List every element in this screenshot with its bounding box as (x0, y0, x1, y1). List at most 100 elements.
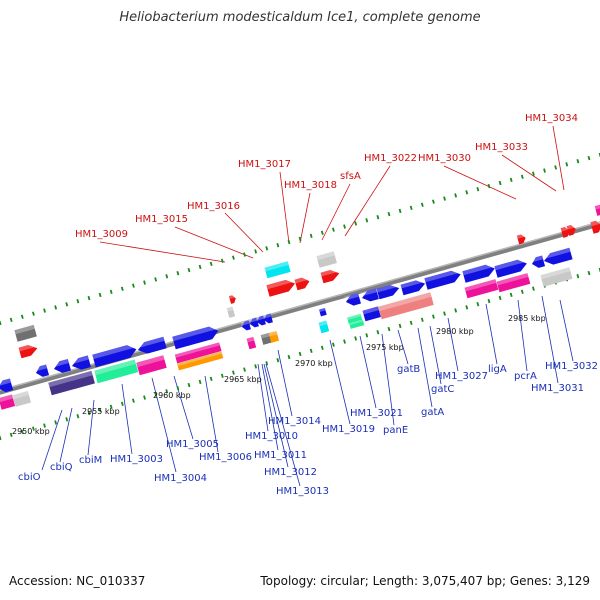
tick-mark-inner (254, 364, 258, 369)
gene-feature-17 (177, 351, 224, 371)
tick-mark-outer (543, 168, 546, 173)
gene-feature-11-shape (92, 345, 137, 368)
tick-mark-outer (65, 302, 69, 307)
tick-mark-outer (209, 261, 213, 267)
gene-feature-18-shape (226, 306, 236, 318)
gene-feature-21-shine (248, 317, 258, 323)
tick-mark-outer (54, 305, 58, 310)
leader-line-lower (257, 363, 269, 432)
gene-label-lower: gatC (431, 384, 454, 395)
leader-line-lower (121, 383, 133, 455)
leader-line-lower (397, 329, 409, 365)
gene-feature-9 (52, 358, 72, 373)
gene-feature-35-shape (347, 313, 363, 325)
tick-mark-outer (43, 308, 46, 313)
tick-mark-inner (165, 389, 169, 394)
gene-feature-28-shine (266, 277, 295, 290)
tick-mark-outer (120, 286, 124, 291)
gene-feature-47 (530, 255, 546, 268)
gene-feature-19-shine (228, 294, 236, 299)
gene-feature-42-shine (424, 268, 461, 283)
gene-feature-27 (264, 261, 291, 279)
gene-feature-37 (360, 288, 379, 302)
tick-mark-outer (332, 227, 335, 232)
genome-backbone (0, 221, 600, 395)
tick-mark-inner (265, 361, 269, 366)
gene-feature-13-shine (136, 355, 165, 368)
backbone-line (0, 221, 600, 395)
gene-feature-34-shine (344, 292, 360, 301)
leader-line-upper (279, 171, 290, 244)
gene-feature-16 (174, 342, 222, 364)
gene-feature-46-shape (496, 273, 531, 293)
tick-mark-inner (276, 358, 280, 363)
scale-label: 2985 kbp (508, 314, 546, 323)
gene-feature-2-shape (0, 394, 16, 410)
gene-feature-30-shape (316, 251, 337, 268)
gene-feature-44-shape (464, 279, 499, 299)
gene-feature-33-shape (319, 308, 327, 317)
tick-mark-outer (220, 258, 224, 263)
tick-mark-inner (309, 348, 313, 354)
leader-line-lower (41, 409, 63, 471)
leader-line-upper (99, 241, 226, 263)
tick-mark-inner (598, 267, 600, 273)
gene-feature-36-shape (349, 319, 365, 329)
gene-feature-11 (92, 342, 137, 368)
tick-mark-outer (420, 202, 424, 207)
gene-feature-50 (516, 233, 526, 245)
tick-mark-outer (365, 218, 369, 223)
tick-mark-outer (76, 299, 80, 304)
gene-feature-35 (347, 313, 363, 325)
gene-label-lower: HM1_3005 (166, 439, 219, 450)
gene-feature-14 (136, 336, 167, 354)
tick-mark-outer (320, 230, 324, 235)
leader-line-lower (87, 399, 95, 456)
tick-mark-inner (132, 398, 135, 403)
tick-mark-outer (243, 252, 246, 257)
gene-feature-48-shine (542, 247, 571, 260)
tick-mark-inner (87, 410, 91, 416)
gene-feature-10 (70, 355, 91, 370)
gene-feature-29-shape (294, 277, 310, 291)
tick-mark-inner (287, 354, 291, 360)
tick-mark-inner (454, 308, 458, 313)
gene-feature-47-shape (532, 255, 546, 268)
tick-mark-outer (398, 208, 402, 214)
tick-mark-outer (98, 292, 102, 298)
gene-feature-37-shape (362, 288, 379, 302)
gene-feature-4-shine (14, 324, 35, 335)
gene-feature-23 (262, 313, 273, 324)
tick-mark-inner (443, 311, 446, 316)
tick-mark-inner (209, 376, 213, 382)
gene-feature-18-shine (226, 306, 234, 312)
tick-mark-inner (32, 426, 35, 431)
tick-mark-inner (465, 305, 469, 310)
gene-feature-20 (240, 320, 251, 331)
gene-label-lower: HM1_3031 (531, 383, 584, 394)
tick-mark-inner (154, 392, 158, 397)
gene-label-upper: HM1_3018 (284, 180, 337, 191)
gene-feature-38-shape (362, 306, 381, 322)
gene-label-upper: sfsA (340, 171, 361, 182)
gene-label-lower: pcrA (514, 371, 537, 382)
tick-mark-outer (387, 211, 391, 217)
gene-feature-50-shine (516, 233, 526, 239)
gene-feature-41-shine (400, 278, 425, 289)
tick-mark-outer (0, 320, 2, 326)
tick-mark-outer (432, 199, 435, 204)
gene-label-upper: HM1_3017 (238, 159, 291, 170)
tick-mark-inner (576, 274, 580, 279)
gene-feature-45-shape (494, 259, 527, 278)
gene-feature-31 (320, 267, 340, 284)
gene-feature-10-shape (72, 355, 91, 370)
gene-feature-47-shine (530, 255, 544, 263)
gene-feature-43-shape (462, 264, 495, 283)
gene-feature-30 (316, 251, 337, 268)
gene-feature-49 (540, 267, 573, 287)
tick-mark-outer (520, 174, 524, 179)
gene-feature-4-shape (14, 324, 37, 342)
gene-feature-40-shine (378, 292, 432, 312)
gene-label-upper: HM1_3030 (418, 153, 471, 164)
gene-feature-12-shine (94, 359, 136, 376)
